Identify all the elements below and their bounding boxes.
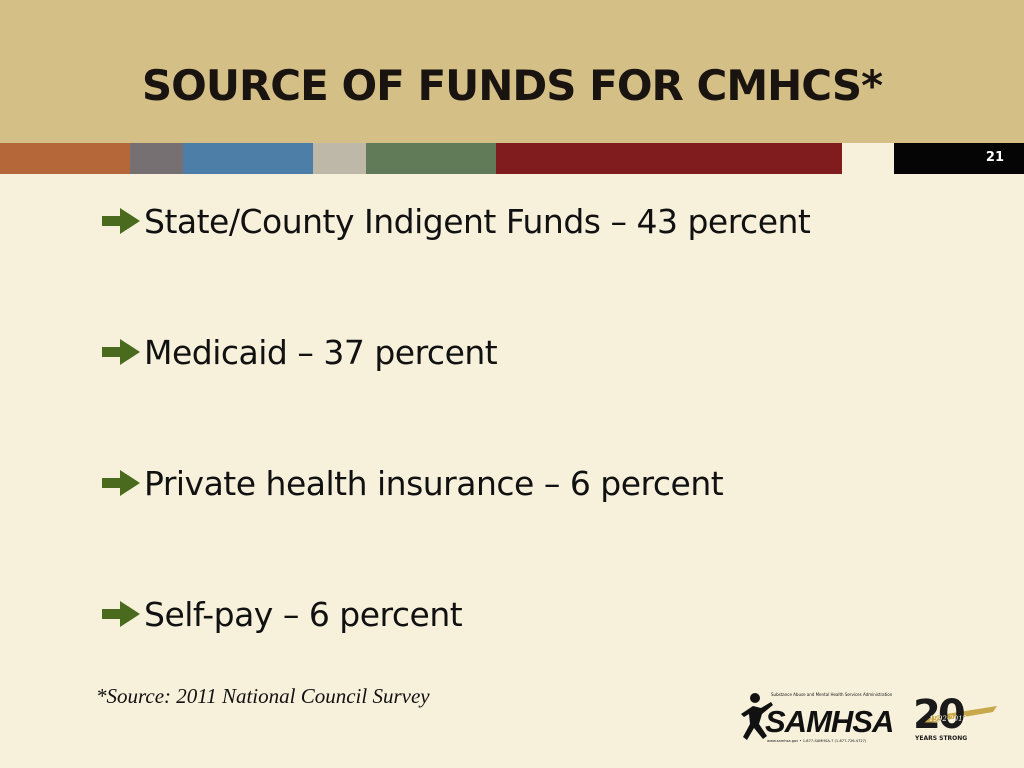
bullet-item: State/County Indigent Funds – 43 percent: [100, 196, 811, 246]
source-note: *Source: 2011 National Council Survey: [96, 684, 430, 708]
stripe-segment-red: [496, 143, 842, 174]
bullet-text: Self-pay – 6 percent: [144, 594, 463, 634]
anniversary-text: YEARS STRONG: [914, 735, 967, 742]
arrow-right-icon: [102, 470, 140, 496]
stripe-segment-gray: [130, 143, 183, 174]
anniversary-badge: 20 1992-2012 YEARS STRONG: [913, 692, 997, 742]
stripe-segment-orange: [0, 143, 130, 174]
bullet-item: Private health insurance – 6 percent: [100, 458, 810, 508]
anniversary-years: 1992-2012: [929, 715, 968, 723]
title-band: [0, 0, 1024, 143]
stripe-segment-cream: [842, 143, 894, 174]
bullet-item: Self-pay – 6 percent: [100, 589, 810, 639]
slide-title: SOURCE OF FUNDS FOR CMHCS*: [141, 61, 883, 110]
bullet-text: Medicaid – 37 percent: [144, 332, 498, 372]
bullet-text: State/County Indigent Funds – 43 percent: [144, 201, 811, 241]
bullet-item: Medicaid – 37 percent: [100, 327, 810, 377]
person-figure-icon: [741, 693, 773, 740]
arrow-right-icon: [102, 339, 140, 365]
anniversary-number: 20: [913, 692, 964, 738]
stripe-segment-tan: [313, 143, 366, 174]
page-number-box: 21: [894, 143, 1024, 174]
stripe-segment-green: [366, 143, 496, 174]
arrow-right-icon: [102, 601, 140, 627]
bullet-text: Private health insurance – 6 percent: [144, 463, 724, 503]
color-stripe: [0, 143, 894, 174]
arrow-right-icon: [102, 208, 140, 234]
bullet-list: State/County Indigent Funds – 43 percent…: [100, 196, 811, 720]
samhsa-logo: Substance Abuse and Mental Health Servic…: [741, 692, 997, 743]
samhsa-wordmark: SAMHSA: [765, 704, 893, 739]
samhsa-tagline: Substance Abuse and Mental Health Servic…: [771, 692, 893, 697]
samhsa-contact: www.samhsa.gov • 1-877-SAMHSA-7 (1-877-7…: [767, 739, 867, 743]
stripe-segment-blue: [183, 143, 313, 174]
page-number: 21: [985, 150, 1004, 165]
